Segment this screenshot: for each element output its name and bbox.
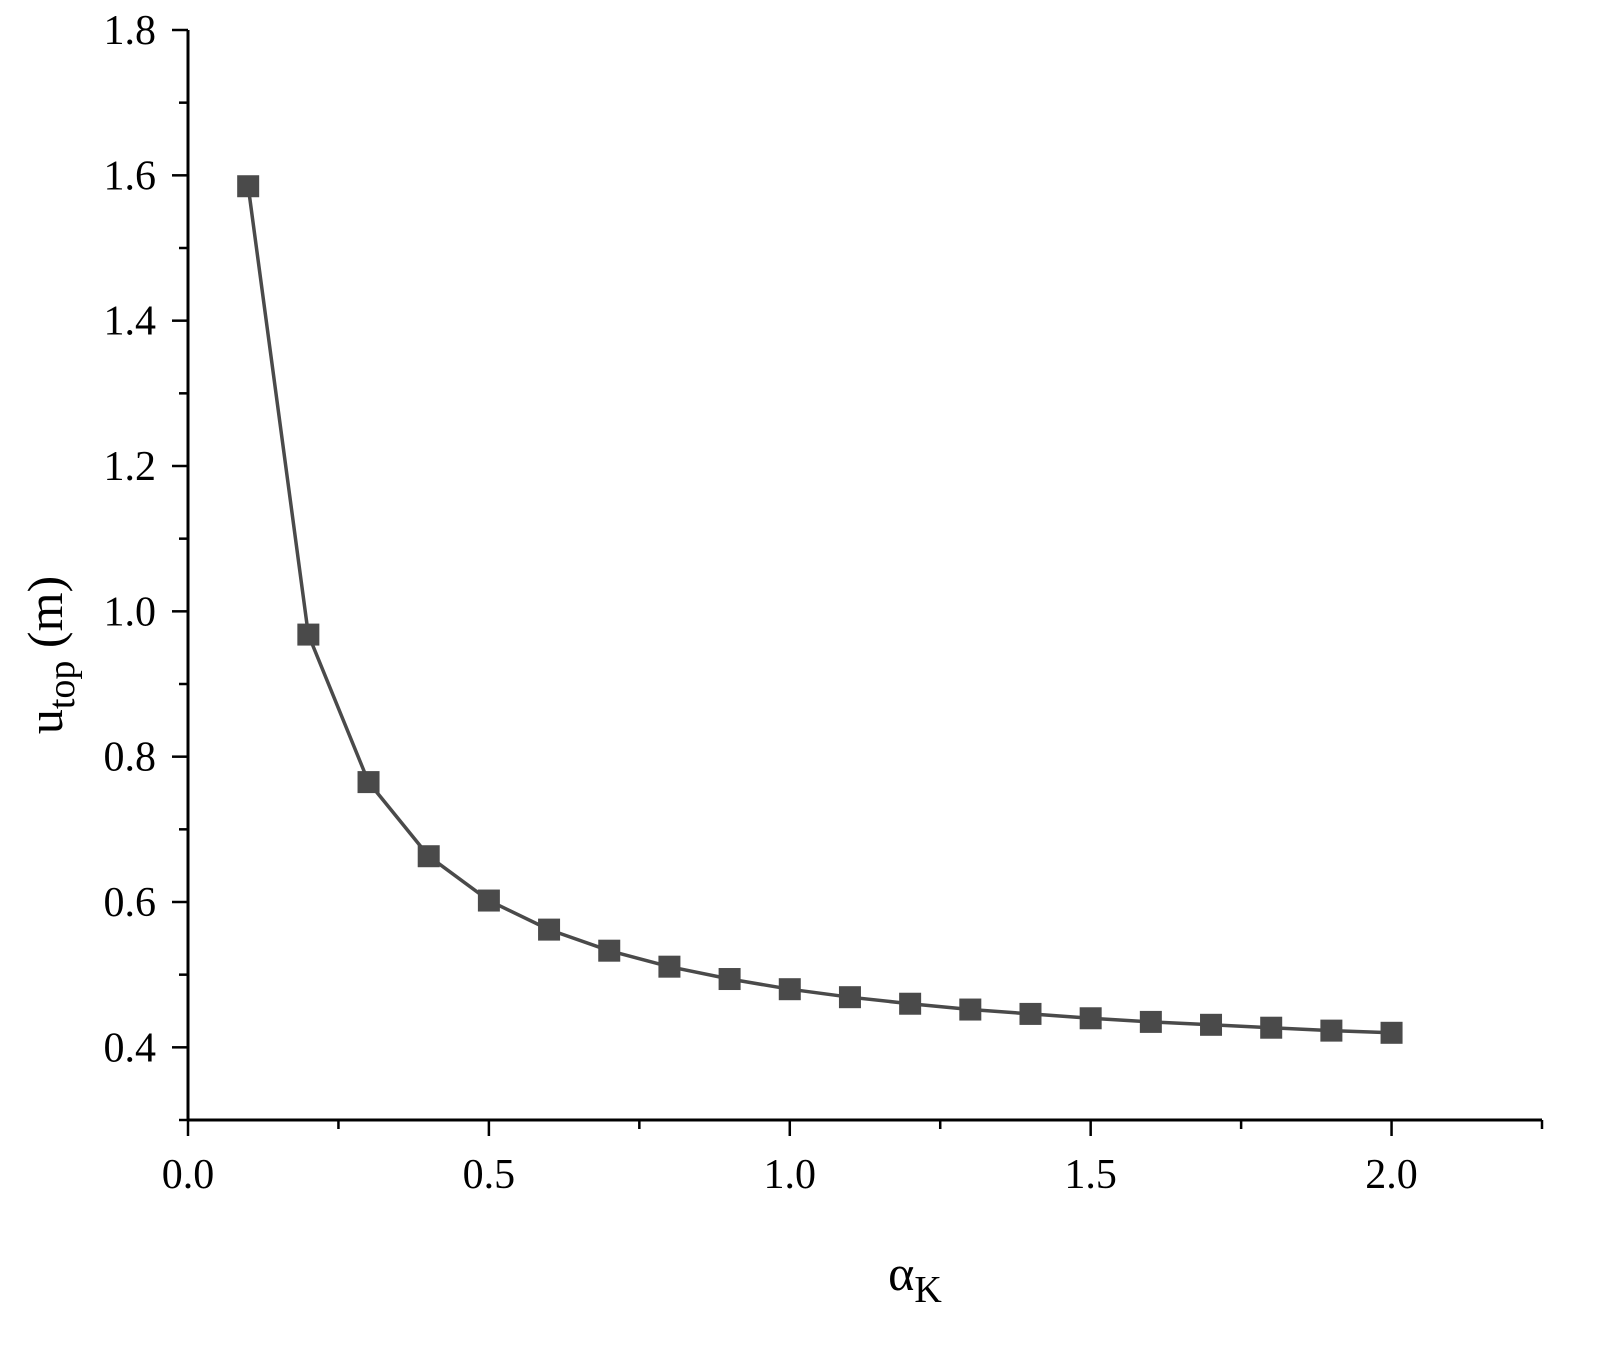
data-point-marker	[959, 998, 982, 1021]
data-point-marker	[598, 939, 621, 962]
data-point-marker	[1260, 1016, 1283, 1039]
data-point-marker	[297, 623, 320, 646]
x-axis-title-sub: K	[914, 1269, 942, 1311]
data-point-marker	[417, 845, 440, 868]
data-point-marker	[1320, 1019, 1343, 1042]
tick-labels: 0.0 0.5 1.0 1.5 2.0 0.4 0.6 0.8 1.0 1.2 1.4 1.6 1.8	[104, 8, 1418, 1198]
data-point-marker	[1019, 1002, 1042, 1025]
series-group	[237, 175, 1403, 1044]
y-tick-label: 1.2	[104, 444, 157, 490]
y-tick-label: 1.6	[104, 153, 157, 199]
data-point-marker	[237, 175, 260, 198]
data-point-marker	[477, 889, 500, 912]
data-point-marker	[357, 771, 380, 794]
y-tick-label: 1.8	[104, 8, 157, 54]
x-tick-label: 0.5	[463, 1152, 516, 1198]
data-point-marker	[658, 955, 681, 978]
y-axis-title-unit: (m)	[17, 576, 73, 661]
x-axis-title: αK	[888, 1245, 942, 1311]
axes	[186, 30, 1542, 1122]
data-point-marker	[718, 968, 741, 991]
data-point-marker	[1139, 1010, 1162, 1033]
data-point-marker	[1079, 1007, 1102, 1030]
x-tick-label: 0.0	[162, 1152, 215, 1198]
y-axis-title-sub: top	[41, 661, 83, 710]
y-tick-label: 0.8	[104, 735, 157, 781]
ticks	[172, 28, 1544, 1136]
data-point-marker	[1200, 1013, 1223, 1036]
y-tick-label: 1.0	[104, 589, 157, 635]
data-point-marker	[838, 986, 861, 1009]
x-tick-label: 1.0	[764, 1152, 817, 1198]
x-axis-title-main: α	[888, 1245, 914, 1301]
y-axis-title: utop (m)	[17, 576, 83, 734]
y-axis-title-main: u	[17, 709, 73, 734]
y-tick-label: 1.4	[104, 299, 157, 345]
data-point-marker	[1380, 1021, 1403, 1044]
series-line	[246, 186, 1392, 1035]
data-point-marker	[778, 978, 801, 1001]
y-tick-label: 0.4	[104, 1025, 157, 1071]
x-tick-label: 1.5	[1064, 1152, 1117, 1198]
data-point-marker	[538, 918, 561, 941]
data-point-marker	[899, 992, 922, 1015]
y-tick-label: 0.6	[104, 880, 157, 926]
x-tick-label: 2.0	[1365, 1152, 1418, 1198]
